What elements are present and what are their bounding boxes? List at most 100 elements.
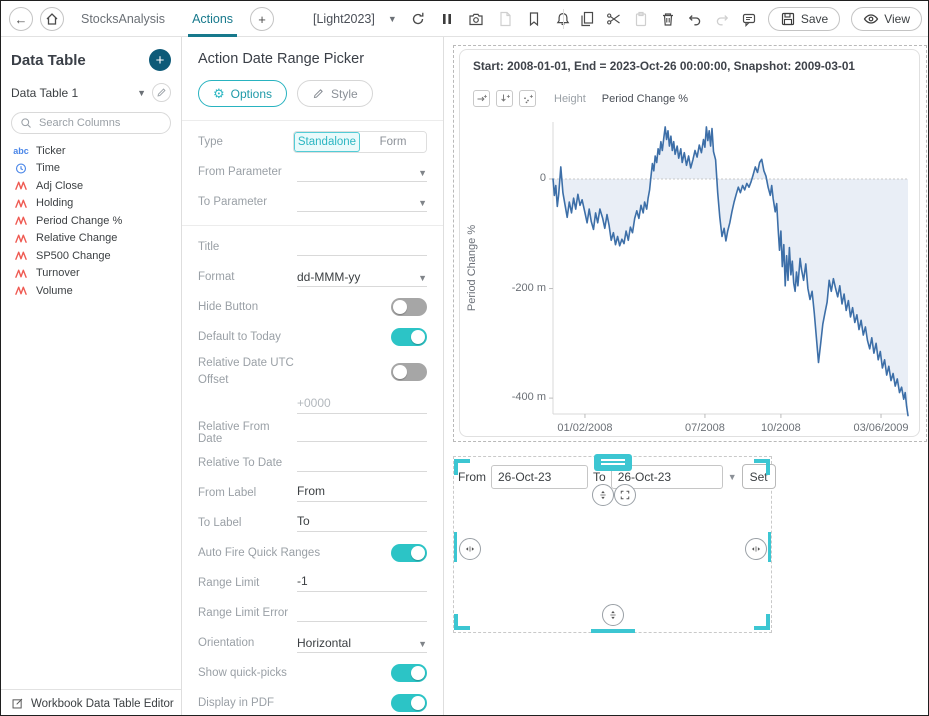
height-shelf-value[interactable]: Period Change % [601,92,689,105]
range-limit-error-input[interactable] [297,604,427,622]
style-tab-button[interactable]: Style [297,80,373,107]
selection-corner-bottom-right[interactable] [754,614,770,630]
style-label: Style [331,86,358,101]
pdf-icon[interactable] [497,11,513,27]
search-columns-input[interactable] [37,116,157,130]
h-resize-icon [751,546,761,552]
column-item-turnover[interactable]: Turnover [1,265,181,283]
toolbar-right-group: Save View [562,1,922,37]
column-item-relative-change[interactable]: Relative Change [1,230,181,248]
add-points-button[interactable] [519,90,536,107]
chart-title: Start: 2008-01-01, End = 2023-Oct-26 00:… [473,59,855,73]
column-item-adj-close[interactable]: Adj Close [1,177,181,195]
comment-icon[interactable] [741,11,757,27]
hide-button-label: Hide Button [198,301,259,313]
refresh-icon[interactable] [410,11,426,27]
add-tab-button[interactable]: + [250,7,275,31]
add-data-table-button[interactable]: + [149,49,171,71]
default-to-today-toggle[interactable] [391,328,427,346]
relative-to-date-input[interactable] [297,454,427,472]
vertical-resize-button[interactable] [592,484,614,506]
plus-icon: + [155,51,165,69]
expand-button[interactable] [614,484,636,506]
cut-icon[interactable] [606,11,622,27]
paste-icon[interactable] [633,11,649,27]
chevron-down-icon[interactable]: ▼ [137,87,146,98]
selection-corner-top-right[interactable] [754,459,770,475]
data-table-name[interactable]: Data Table 1 [11,85,79,100]
footer-label: Workbook Data Table Editor [31,697,174,710]
home-button[interactable] [40,7,64,31]
title-input[interactable] [297,238,427,256]
view-button[interactable]: View [851,7,922,31]
toolbar-separator [562,9,564,29]
expand-icon [620,490,630,500]
redo-icon[interactable] [714,11,730,27]
column-item-time[interactable]: Time [1,160,181,178]
grip-handle[interactable] [593,454,632,471]
orientation-select[interactable]: Horizontal ▼ [297,633,427,653]
horizontal-resize-button-left[interactable] [459,538,481,560]
undo-icon[interactable] [687,11,703,27]
column-item-ticker[interactable]: abc Ticker [1,142,181,160]
utc-offset-input[interactable] [297,396,427,414]
from-label-input[interactable] [297,484,427,502]
camera-icon[interactable] [468,11,484,27]
to-parameter-select[interactable]: ▼ [297,192,427,212]
from-date-input[interactable] [491,464,588,489]
right-resize-bar[interactable] [768,532,771,562]
back-button[interactable]: ← [9,7,33,31]
type-option-form[interactable]: Form [360,132,426,152]
selection-corner-top-left[interactable] [454,459,470,475]
chart-part-outline[interactable]: Start: 2008-01-01, End = 2023-Oct-26 00:… [453,45,927,442]
horizontal-resize-button-right[interactable] [745,538,767,560]
line-chart[interactable] [549,116,909,420]
search-columns-box[interactable] [11,112,171,134]
bookmark-icon[interactable] [526,11,542,27]
relative-utc-toggle[interactable] [391,363,427,381]
show-quick-picks-label: Show quick-picks [198,667,287,679]
relative-from-date-input[interactable] [297,424,427,442]
display-in-pdf-toggle[interactable] [391,694,427,712]
save-button[interactable]: Save [767,7,841,31]
column-item-sp500-change[interactable]: SP500 Change [1,247,181,265]
left-resize-bar[interactable] [454,532,457,562]
format-select[interactable]: dd-MMM-yy ▼ [297,267,427,287]
from-parameter-select[interactable]: ▼ [297,162,427,182]
workbook-name[interactable]: [Light2023] [313,12,375,26]
copy-icon[interactable] [579,11,595,27]
tab-stocksanalysis[interactable]: StocksAnalysis [71,1,175,37]
bell-icon[interactable] [555,11,571,27]
column-item-holding[interactable]: Holding [1,195,181,213]
selection-corner-bottom-left[interactable] [454,614,470,630]
relative-utc-label: Relative Date UTC Offset [198,357,294,386]
column-item-period-change[interactable]: Period Change % [1,212,181,230]
chevron-down-icon[interactable]: ▼ [387,14,397,24]
range-limit-input[interactable] [297,574,427,592]
bottom-resize-button[interactable] [602,604,624,626]
column-item-volume[interactable]: Volume [1,282,181,300]
edit-data-table-button[interactable] [152,83,171,102]
trash-icon[interactable] [660,11,676,27]
bottom-resize-bar[interactable] [590,629,635,633]
workbook-data-table-editor-button[interactable]: Workbook Data Table Editor [1,689,181,715]
chevron-down-icon: ▼ [418,168,427,178]
hide-button-toggle[interactable] [391,298,427,316]
v-resize-icon [610,610,616,620]
data-table-sidebar: Data Table + Data Table 1 ▼ abc Ticker Ti… [1,37,182,715]
column-list: abc Ticker Time Adj Close Holding Period … [1,142,181,300]
date-range-picker-part[interactable]: From To ▼ Set [453,454,776,633]
numeric-column-icon [15,251,27,261]
show-quick-picks-toggle[interactable] [391,664,427,682]
to-label-input[interactable] [297,514,427,532]
tab-actions[interactable]: Actions [182,1,243,37]
default-to-today-label: Default to Today [198,331,281,343]
chevron-down-icon[interactable]: ▼ [727,471,737,482]
type-option-standalone[interactable]: Standalone [294,132,360,152]
pause-icon[interactable] [439,11,455,27]
options-tab-button[interactable]: ⚙ Options [198,80,288,107]
auto-fire-toggle[interactable] [391,544,427,562]
relative-from-date-label: Relative From Date [198,421,270,445]
add-column-button[interactable] [473,90,490,107]
add-row-button[interactable] [496,90,513,107]
